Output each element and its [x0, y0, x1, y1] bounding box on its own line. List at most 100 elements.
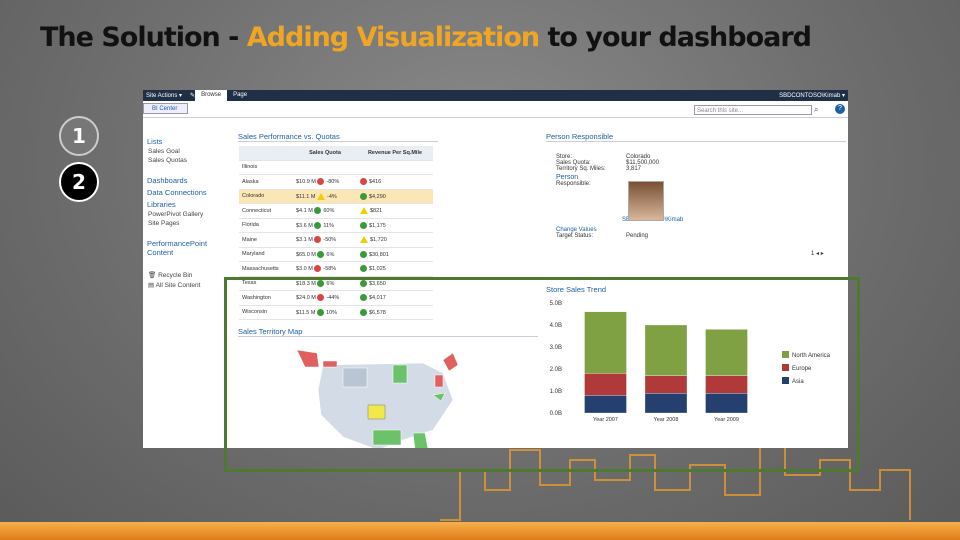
- table-row[interactable]: Washington $24.0 M -44% $4,017: [239, 290, 433, 306]
- nav-sales-quotas[interactable]: Sales Quotas: [148, 157, 188, 164]
- nav-performancepoint[interactable]: PerformancePoint Content: [147, 239, 208, 257]
- territory-label: Territory Sq. Miles:: [556, 166, 606, 172]
- table-row[interactable]: Florida $3.6 M 11% $1,175: [239, 218, 433, 233]
- quota-pct: 60%: [323, 208, 335, 215]
- green-status-icon: [360, 308, 367, 316]
- quota-pct: -80%: [326, 179, 340, 186]
- revenue-value: $6,578: [369, 309, 386, 316]
- row-quota: $4.1 M 60%: [293, 203, 357, 219]
- green-status-icon: [317, 250, 325, 258]
- quota-pct: -4%: [327, 193, 337, 200]
- row-name[interactable]: Florida: [239, 218, 293, 233]
- user-menu[interactable]: SBDCONTOSO\Kimab ▾: [779, 93, 845, 99]
- quota-pct: 6%: [326, 251, 335, 258]
- row-revenue: $416: [357, 174, 433, 190]
- nav-recycle-bin[interactable]: 🗑 Recycle Bin: [148, 271, 227, 279]
- table-row[interactable]: Colorado $11.1 M -4% $4,290: [239, 189, 433, 204]
- revenue-value: $1,720: [370, 237, 387, 244]
- row-quota: $11.5 M 10%: [293, 305, 357, 320]
- row-revenue: $30,801: [357, 247, 433, 262]
- site-content-icon: ▤: [148, 282, 155, 289]
- search-icon[interactable]: ⌕: [814, 105, 819, 114]
- table-row[interactable]: Alaska $10.9 M -80% $416: [239, 174, 433, 190]
- table-row[interactable]: Wisconsin $11.5 M 10% $6,578: [239, 305, 433, 320]
- revenue-value: $4,290: [369, 193, 386, 200]
- revenue-value: $1,175: [369, 222, 386, 229]
- col-blank: [239, 146, 293, 161]
- row-name[interactable]: Wisconsin: [239, 305, 293, 320]
- green-status-icon: [314, 221, 322, 229]
- chart-title: Store Sales Trend: [546, 285, 607, 294]
- quota-value: $11,500,000: [626, 160, 659, 166]
- nav-all-site-content[interactable]: ▤ All Site Content: [148, 281, 227, 289]
- green-status-icon: [317, 279, 325, 287]
- quota-pct: -58%: [323, 266, 337, 273]
- site-actions-menu[interactable]: Site Actions ▾: [146, 93, 183, 99]
- tab-page[interactable]: Page: [233, 92, 248, 98]
- row-name[interactable]: Maine: [239, 232, 293, 248]
- row-name[interactable]: Maryland: [239, 247, 293, 262]
- red-status-icon: [360, 178, 367, 186]
- row-quota: $65.0 M 6%: [293, 247, 357, 262]
- search-input[interactable]: Search this site...: [694, 105, 812, 115]
- edit-icon[interactable]: ✎: [190, 93, 196, 99]
- nav-lists[interactable]: Lists: [147, 137, 163, 146]
- warning-icon: [360, 236, 368, 244]
- warning-icon: [360, 207, 368, 215]
- row-name[interactable]: Washington: [239, 290, 293, 306]
- green-status-icon: [360, 250, 367, 258]
- green-status-icon: [314, 207, 322, 215]
- nav-libraries[interactable]: Libraries: [147, 200, 176, 209]
- target-status-label: Target Status:: [556, 233, 594, 239]
- nav-data-connections[interactable]: Data Connections: [147, 188, 207, 197]
- quota-pct: -50%: [323, 237, 337, 244]
- y-tick-label: 4.0B: [550, 323, 562, 329]
- red-status-icon: [317, 294, 325, 302]
- responsible-label: Responsible:: [556, 181, 591, 187]
- row-quota: $11.1 M -4%: [293, 189, 357, 204]
- bi-center-link[interactable]: BI Center: [143, 103, 188, 114]
- revenue-value: $821: [370, 208, 383, 215]
- y-tick-label: 5.0B: [550, 301, 562, 307]
- footer-bar: [0, 522, 960, 540]
- row-quota: $10.9 M -80%: [293, 174, 357, 190]
- revenue-value: $416: [369, 179, 382, 186]
- col-revenue: Revenue Per Sq.Mile: [357, 146, 433, 161]
- green-status-icon: [317, 308, 324, 316]
- pager-number[interactable]: 1: [811, 251, 815, 257]
- pager-prev-icon[interactable]: ◂: [816, 251, 820, 257]
- row-name[interactable]: Connecticut: [239, 203, 293, 219]
- territory-map[interactable]: [283, 345, 473, 448]
- row-name[interactable]: Colorado: [239, 189, 293, 204]
- row-revenue: $821: [357, 203, 433, 219]
- col-sales-quota: Sales Quota: [293, 146, 357, 161]
- x-tick-label: Year 2007: [593, 417, 618, 423]
- skyline-decoration: [440, 444, 911, 521]
- table-row[interactable]: Connecticut $4.1 M 60% $821: [239, 203, 433, 219]
- row-name[interactable]: Alaska: [239, 174, 293, 190]
- row-revenue: [357, 160, 433, 175]
- store-value: Colorado: [626, 154, 651, 160]
- row-name[interactable]: Massachusetts: [239, 261, 293, 277]
- table-row[interactable]: Maine $3.1 M -50% $1,720: [239, 232, 433, 248]
- quota-pct: -44%: [326, 295, 340, 302]
- step-1-badge: 1: [59, 116, 99, 156]
- y-tick-label: 3.0B: [550, 345, 562, 351]
- tab-browse[interactable]: Browse: [195, 90, 228, 101]
- change-values-link[interactable]: Change Values: [556, 227, 597, 233]
- nav-dashboards[interactable]: Dashboards: [147, 176, 188, 185]
- legend-label: Asia: [792, 379, 804, 385]
- table-row[interactable]: Massachusetts $3.0 M -58% $1,025: [239, 261, 433, 277]
- pager[interactable]: 1 ◂ ▸: [811, 250, 824, 257]
- person-details: Store: Colorado Sales Quota: $11,500,000 T…: [556, 154, 683, 239]
- quota-pct: 11%: [323, 222, 334, 229]
- nav-sales-goal[interactable]: Sales Goal: [148, 148, 180, 155]
- table-row[interactable]: Illinois: [239, 160, 433, 175]
- nav-site-pages[interactable]: Site Pages: [148, 220, 180, 227]
- help-icon[interactable]: ?: [835, 104, 845, 114]
- table-row[interactable]: Maryland $65.0 M 6% $30,801: [239, 247, 433, 262]
- store-label: Store:: [556, 154, 573, 160]
- row-name[interactable]: Illinois: [239, 160, 293, 175]
- pager-next-icon[interactable]: ▸: [820, 251, 824, 257]
- nav-powerpivot-gallery[interactable]: PowerPivot Gallery: [148, 211, 204, 218]
